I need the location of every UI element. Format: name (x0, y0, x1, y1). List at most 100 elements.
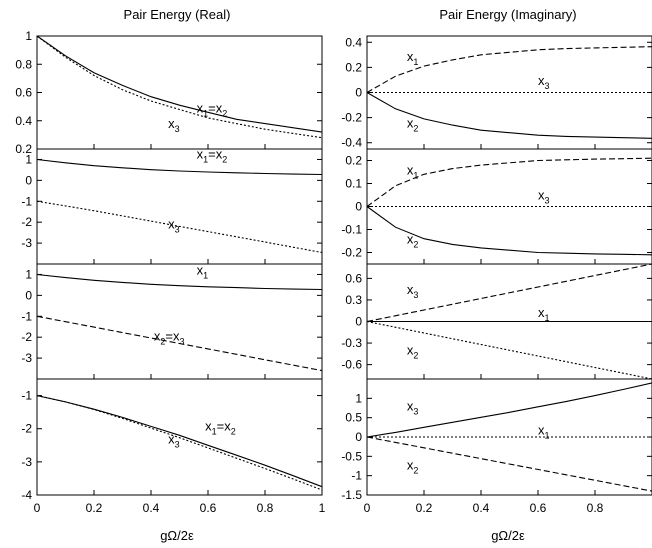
y-tick-label: -4 (21, 488, 32, 502)
panel-right-0: 0.4 0.2 0 -0.2 -0.4 x1 x3 x2 (341, 35, 652, 150)
series-line-x2=x3 (36, 315, 323, 372)
curve-annotation: x3 (538, 188, 550, 206)
x-tick-label: 0.4 (473, 501, 490, 515)
left-x-axis-label: gΩ/2ε (160, 528, 194, 543)
series-line-x3 (36, 35, 323, 139)
series-line-x2 (366, 320, 652, 380)
series-line-x1 (36, 273, 323, 291)
y-tick-label: 0.1 (345, 177, 362, 191)
x-tick-label: 0 (364, 501, 371, 515)
y-tick-label: -3 (21, 351, 32, 365)
panel-frame (36, 263, 323, 380)
y-tick-label: 0 (355, 200, 362, 214)
panel-right-1: 0.2 0.1 0 -0.1 -0.2 x1 x3 x2 (341, 148, 652, 265)
y-tick-label: -2 (21, 330, 32, 344)
curve-annotation: x2 (407, 343, 419, 361)
y-tick-label: 0 (25, 173, 32, 187)
series-line-x1=x2 (36, 35, 323, 133)
curve-annotation: x1=x2 (197, 100, 228, 118)
y-tick-label: -2 (21, 215, 32, 229)
y-tick-label: 1 (25, 152, 32, 166)
y-tick-label: 1 (355, 391, 362, 405)
left-column-title: Pair Energy (Real) (124, 7, 231, 22)
y-tick-label: 1 (25, 29, 32, 43)
panel-left-1: 1 0 -1 -2 -3 x1=x2 x3 (21, 146, 323, 265)
curve-annotation: x1 (538, 423, 550, 441)
curve-annotation: x1=x2 (197, 146, 228, 164)
y-tick-label: -3 (21, 455, 32, 469)
y-tick-label: -0.4 (341, 136, 362, 150)
series-line-x2 (366, 92, 652, 139)
curve-annotation: x1 (407, 162, 419, 180)
curve-annotation: x3 (168, 116, 180, 134)
x-tick-label: 0.2 (86, 501, 103, 515)
panel-frame (36, 378, 323, 496)
y-tick-label: -1 (351, 469, 362, 483)
curve-annotation: x2 (407, 231, 419, 249)
y-tick-label: 0.2 (345, 154, 362, 168)
x-tick-label: 0.8 (257, 501, 274, 515)
x-tick-label: 1 (319, 501, 326, 515)
curve-annotation: x3 (407, 399, 419, 417)
y-tick-label: 0.2 (15, 142, 32, 156)
y-tick-label: -0.5 (341, 449, 362, 463)
y-tick-label: 0.3 (345, 293, 362, 307)
right-column-title: Pair Energy (Imaginary) (439, 7, 576, 22)
panel-left-3: -1 -2 -3 -40 0.2 0.4 0.6 0.8 1 x1=x2 x3 (21, 378, 326, 515)
y-tick-label: 0.4 (345, 35, 362, 49)
x-tick-label: 0.6 (530, 501, 547, 515)
y-tick-label: -3 (21, 236, 32, 250)
panel-right-2: 0.6 0.3 0 -0.3 -0.6 x3 x1 x2 (341, 263, 652, 380)
series-line-x3 (366, 263, 652, 323)
x-tick-label: 0.6 (200, 501, 217, 515)
curve-annotation: x2 (407, 457, 419, 475)
panel-left-2: 1 0 -1 -2 -3 x1 x2=x3 (21, 262, 323, 380)
y-tick-label: -0.2 (341, 246, 362, 260)
y-tick-label: 0.8 (15, 57, 32, 71)
y-tick-label: 0 (355, 86, 362, 100)
y-tick-label: 0.6 (345, 271, 362, 285)
panel-left-0: 1 0.8 0.6 0.4 0.2 x1=x2 x3 (15, 29, 323, 156)
curve-annotation: x3 (168, 216, 180, 234)
curve-annotation: x2 (407, 116, 419, 134)
y-tick-label: -0.2 (341, 111, 362, 125)
series-line-x1 (366, 46, 652, 93)
y-tick-label: -1.5 (341, 488, 362, 502)
right-x-axis-label: gΩ/2ε (491, 528, 525, 543)
y-tick-label: 0.6 (15, 86, 32, 100)
y-tick-label: -0.1 (341, 223, 362, 237)
curve-annotation: x3 (168, 432, 180, 450)
y-tick-label: -1 (21, 389, 32, 403)
curve-annotation: x1 (407, 49, 419, 67)
y-tick-label: -2 (21, 422, 32, 436)
series-line-x2 (366, 436, 652, 492)
curve-annotation: x1=x2 (205, 418, 236, 436)
series-line-x3 (36, 395, 323, 491)
x-tick-label: 0.2 (416, 501, 433, 515)
curve-annotation: x3 (407, 282, 419, 300)
curve-annotation: x1 (197, 262, 209, 280)
x-tick-label: 0.4 (143, 501, 160, 515)
series-line-x1=x2 (36, 158, 323, 176)
y-tick-label: 0.4 (15, 114, 32, 128)
series-line-x3 (366, 382, 652, 438)
x-tick-label: 0.8 (587, 501, 604, 515)
x-tick-label: 0 (34, 501, 41, 515)
curve-annotation: x2=x3 (154, 328, 185, 346)
y-tick-label: -1 (21, 309, 32, 323)
y-tick-label: 0.2 (345, 60, 362, 74)
panel-frame (36, 148, 323, 265)
y-tick-label: 0 (25, 288, 32, 302)
panel-frame (366, 378, 652, 496)
series-line-x3 (36, 200, 323, 254)
y-tick-label: -0.3 (341, 336, 362, 350)
curve-annotation: x3 (538, 73, 550, 91)
y-tick-label: 1 (25, 267, 32, 281)
series-line-x1 (366, 157, 652, 207)
series-line-x2 (366, 206, 652, 256)
curve-annotation: x1 (538, 305, 550, 323)
y-tick-label: 0.5 (345, 411, 362, 425)
y-tick-label: -1 (21, 194, 32, 208)
